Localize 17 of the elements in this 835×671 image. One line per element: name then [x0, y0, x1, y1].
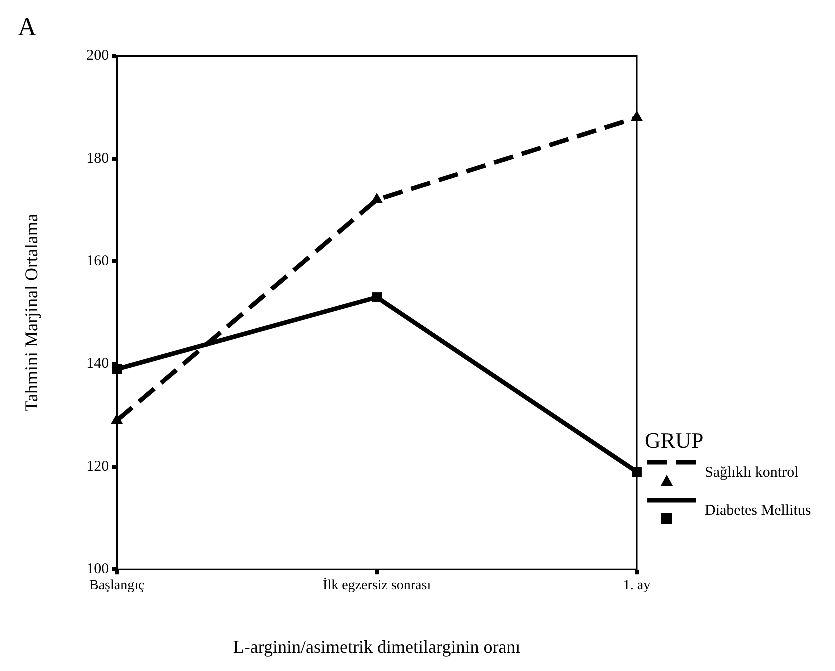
y-tick-label: 160	[86, 253, 110, 270]
legend-label: Diabetes Mellitus	[705, 502, 812, 520]
x-tick-label: Başlangıç	[89, 578, 145, 594]
x-tick-label: 1. ay	[623, 578, 651, 594]
y-axis-title: Tahmini Marjinal Ortalama	[22, 214, 42, 412]
legend-label: Sağlıklı kontrol	[705, 464, 799, 482]
x-tick-label: İlk egzersiz sonrası	[323, 578, 432, 594]
point	[370, 192, 384, 204]
legend-title: GRUP	[645, 428, 705, 454]
point	[372, 292, 382, 302]
x-axis-title: L-arginin/asimetrik dimetilarginin oranı	[233, 636, 521, 657]
y-tick-label: 140	[86, 356, 110, 372]
y-tick-label: 120	[86, 458, 110, 475]
y-tick-label: 100	[86, 562, 110, 578]
y-tick-label: 180	[86, 150, 110, 167]
chart-title: A	[18, 12, 37, 42]
y-tick-label: 200	[86, 48, 110, 64]
